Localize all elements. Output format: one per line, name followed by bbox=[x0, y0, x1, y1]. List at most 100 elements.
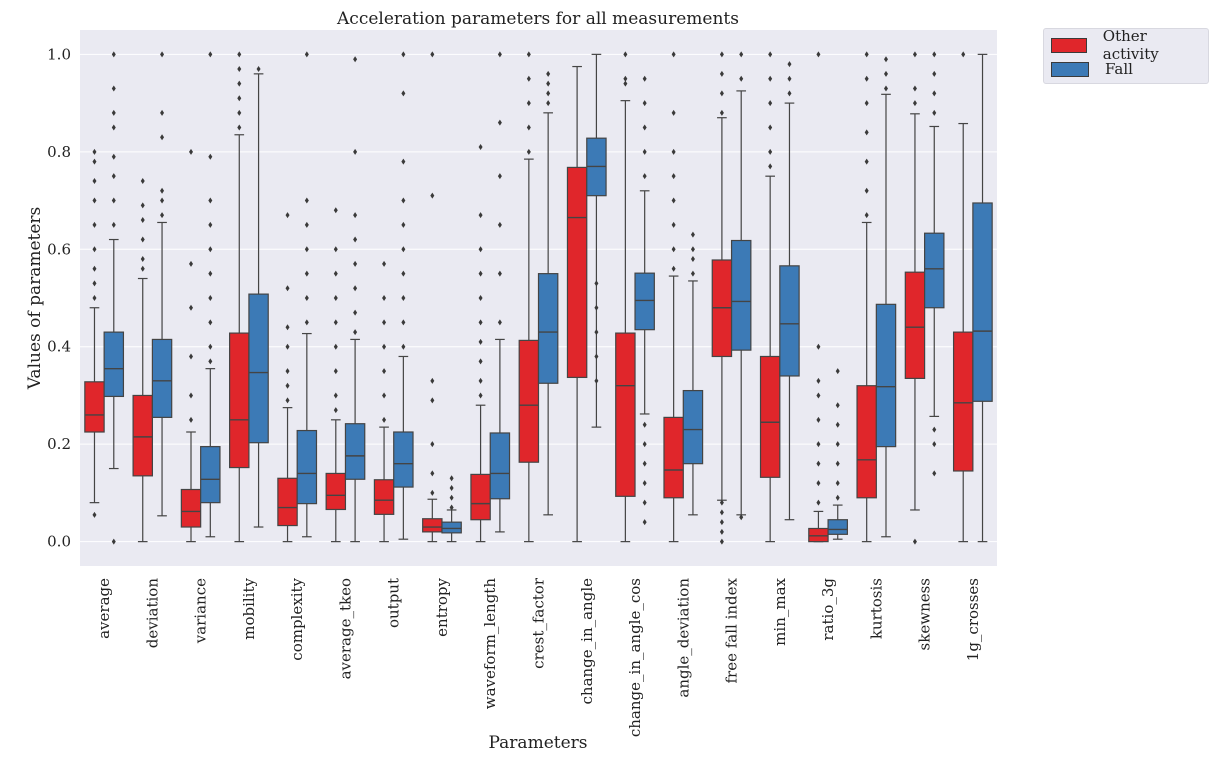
outlier-point bbox=[304, 270, 309, 277]
box bbox=[373, 479, 395, 515]
outlier-point bbox=[140, 236, 145, 243]
outlier-point bbox=[690, 231, 695, 238]
legend-item-fall: Fall bbox=[1051, 57, 1201, 81]
outlier-point bbox=[92, 511, 97, 518]
outlier-point bbox=[189, 148, 194, 155]
outlier-point bbox=[304, 246, 309, 253]
outlier-point bbox=[497, 270, 502, 277]
outlier-point bbox=[208, 221, 213, 228]
outlier-point bbox=[883, 70, 888, 77]
outlier-point bbox=[961, 51, 966, 58]
outlier-point bbox=[430, 489, 435, 496]
outlier-point bbox=[333, 246, 338, 253]
outlier-point bbox=[478, 358, 483, 365]
box bbox=[151, 338, 173, 418]
outlier-point bbox=[864, 158, 869, 165]
outlier-point bbox=[478, 295, 483, 301]
outlier-point bbox=[401, 221, 406, 228]
outlier-point bbox=[92, 178, 97, 185]
outlier-point bbox=[401, 295, 406, 301]
outlier-point bbox=[382, 392, 387, 399]
y-tick-label: 0.6 bbox=[47, 240, 71, 258]
outlier-point bbox=[623, 80, 628, 87]
outlier-point bbox=[111, 153, 116, 160]
outlier-point bbox=[160, 187, 165, 194]
x-tick-label: skewness bbox=[916, 578, 934, 650]
x-tick-label: deviation bbox=[143, 578, 161, 649]
box bbox=[759, 355, 781, 478]
outlier-point bbox=[285, 368, 290, 375]
outlier-point bbox=[912, 51, 917, 58]
x-tick-label: entropy bbox=[433, 577, 451, 636]
box bbox=[972, 202, 993, 402]
outlier-point bbox=[111, 538, 116, 545]
outlier-point bbox=[864, 75, 869, 82]
outlier-point bbox=[430, 51, 435, 58]
y-tick-label: 0.0 bbox=[47, 533, 71, 551]
outlier-point bbox=[642, 100, 647, 107]
box bbox=[730, 239, 752, 351]
outlier-point bbox=[208, 246, 213, 253]
outlier-point bbox=[449, 494, 454, 501]
outlier-point bbox=[816, 416, 821, 423]
x-tick-label: waveform_length bbox=[481, 578, 499, 710]
box bbox=[393, 431, 414, 488]
outlier-point bbox=[285, 212, 290, 219]
outlier-point bbox=[304, 221, 309, 228]
outlier-point bbox=[671, 197, 676, 204]
outlier-point bbox=[430, 470, 435, 477]
outlier-point bbox=[333, 295, 338, 301]
outlier-point bbox=[912, 538, 917, 545]
outlier-point bbox=[768, 51, 773, 58]
outlier-point bbox=[526, 100, 531, 107]
box bbox=[441, 521, 462, 534]
x-tick-label: crest_factor bbox=[530, 577, 548, 669]
outlier-point bbox=[333, 368, 338, 375]
box bbox=[827, 519, 848, 535]
outlier-point bbox=[208, 358, 213, 365]
outlier-point bbox=[623, 51, 628, 58]
legend-swatch-other-activity bbox=[1051, 37, 1087, 53]
outlier-point bbox=[189, 392, 194, 399]
outlier-point bbox=[739, 514, 744, 521]
outlier-point bbox=[835, 402, 840, 409]
outlier-point bbox=[189, 353, 194, 360]
x-axis-ticks: average deviation variance mobility complexi… bbox=[95, 577, 982, 737]
outlier-point bbox=[642, 480, 647, 487]
outlier-point bbox=[140, 178, 145, 185]
outlier-point bbox=[140, 256, 145, 263]
box bbox=[779, 265, 800, 377]
box bbox=[615, 332, 636, 497]
outlier-point bbox=[160, 212, 165, 219]
outlier-point bbox=[816, 441, 821, 448]
legend: Other activity Fall bbox=[1043, 27, 1209, 84]
x-axis-label: Parameters bbox=[489, 733, 588, 753]
outlier-point bbox=[932, 51, 937, 58]
outlier-point bbox=[237, 109, 242, 116]
box bbox=[856, 385, 877, 499]
outlier-point bbox=[739, 51, 744, 58]
outlier-point bbox=[111, 221, 116, 228]
outlier-point bbox=[739, 75, 744, 82]
outlier-point bbox=[594, 304, 599, 311]
outlier-point bbox=[111, 109, 116, 116]
outlier-point bbox=[382, 260, 387, 267]
outlier-point bbox=[594, 377, 599, 384]
outlier-point bbox=[671, 109, 676, 116]
box bbox=[132, 394, 153, 477]
outlier-point bbox=[478, 143, 483, 150]
outlier-point bbox=[256, 65, 261, 72]
outlier-point bbox=[353, 212, 358, 219]
outlier-point bbox=[768, 124, 773, 131]
box bbox=[875, 303, 897, 448]
outlier-point bbox=[111, 197, 116, 204]
outlier-point bbox=[285, 382, 290, 389]
outlier-point bbox=[333, 392, 338, 399]
x-tick-label: average bbox=[95, 578, 113, 639]
outlier-point bbox=[671, 221, 676, 228]
box bbox=[904, 271, 926, 380]
outlier-point bbox=[140, 265, 145, 272]
outlier-point bbox=[237, 51, 242, 58]
box bbox=[634, 272, 655, 331]
